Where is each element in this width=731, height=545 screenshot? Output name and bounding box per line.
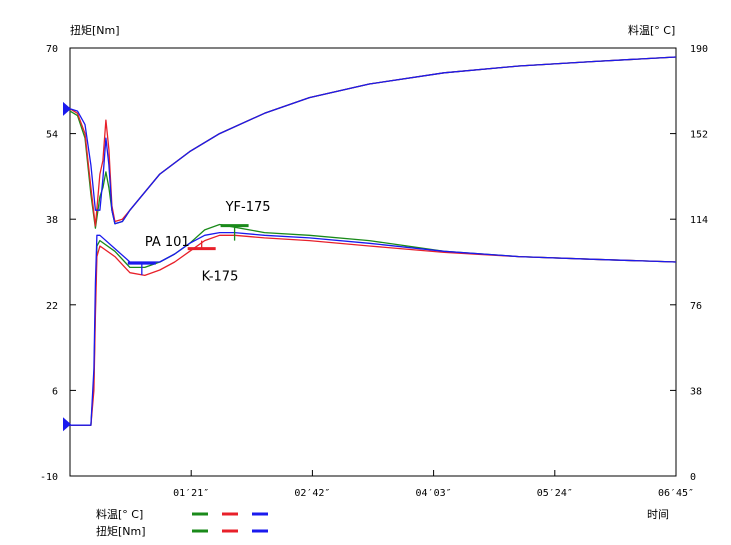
level-marker-icon bbox=[63, 101, 71, 116]
y-right-tick-label: 152 bbox=[690, 130, 708, 141]
legend: 料温[° C] 扭矩[Nm] bbox=[96, 507, 268, 538]
annotation-label: PA 101 bbox=[145, 235, 190, 250]
y-left-tick-label: 22 bbox=[46, 301, 58, 312]
y-right-tick-label: 76 bbox=[690, 301, 702, 312]
series-line bbox=[69, 56, 677, 225]
y-right-tick-label: 114 bbox=[690, 215, 708, 226]
y-left-tick-label: -10 bbox=[40, 472, 58, 483]
y-left-tick-label: 38 bbox=[46, 215, 58, 226]
y-right-label: 料温[° C] bbox=[628, 23, 675, 37]
level-marker-icon bbox=[63, 417, 71, 432]
x-axis-label: 时间 bbox=[647, 508, 669, 521]
x-tick-label: 05′24″ bbox=[537, 488, 573, 499]
x-tick-label: 01′21″ bbox=[173, 488, 209, 499]
y-right-tick-label: 0 bbox=[690, 472, 696, 483]
y-left-tick-label: 70 bbox=[46, 44, 58, 55]
y-left-tick-label: 54 bbox=[46, 130, 58, 141]
annotation-label: K-175 bbox=[202, 270, 239, 285]
legend-label-torque: 扭矩[Nm] bbox=[96, 524, 146, 538]
x-tick-label: 04′03″ bbox=[416, 488, 452, 499]
legend-label-temperature: 料温[° C] bbox=[96, 507, 143, 521]
y-left-label: 扭矩[Nm] bbox=[70, 23, 120, 37]
y-right-tick-label: 190 bbox=[690, 44, 708, 55]
x-tick-label: 02′42″ bbox=[294, 488, 330, 499]
y-right-tick-label: 38 bbox=[690, 386, 702, 397]
series-line bbox=[70, 231, 677, 426]
annotation-label: YF-175 bbox=[225, 200, 271, 215]
y-left-tick-label: 6 bbox=[52, 386, 58, 397]
x-tick-label: 06′45″ bbox=[658, 488, 694, 499]
plot-area bbox=[69, 47, 677, 477]
